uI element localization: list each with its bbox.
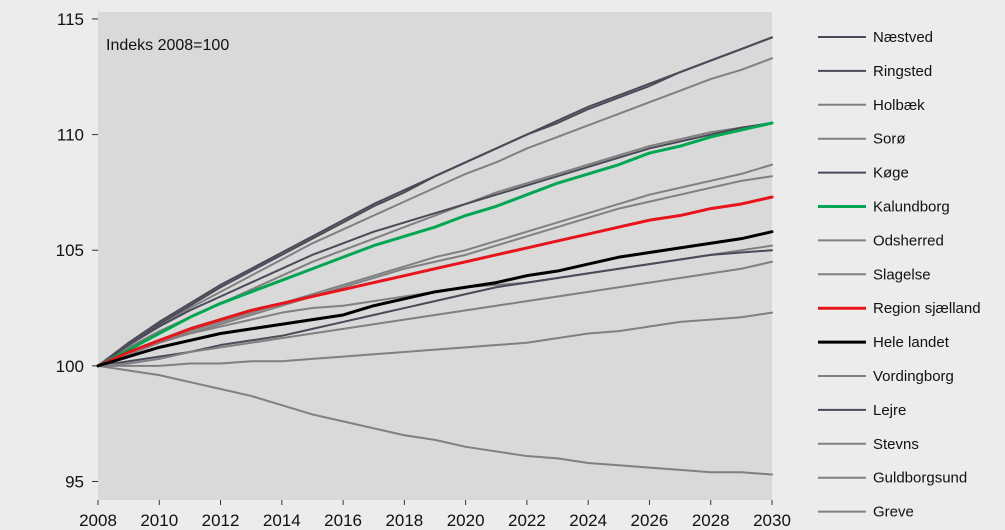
- legend-item: Næstved: [818, 29, 933, 46]
- legend-item: Hele landet: [818, 334, 950, 351]
- legend-item: Vordingborg: [818, 368, 954, 385]
- x-tick-label: 2022: [508, 511, 546, 530]
- legend-label: Slagelse: [873, 266, 931, 283]
- y-tick-label: 95: [65, 472, 84, 491]
- x-tick-label: 2026: [631, 511, 669, 530]
- series-lines: [96, 36, 774, 476]
- series-line-køge: [97, 122, 773, 367]
- series-line-slagelse: [97, 175, 773, 367]
- x-tick-label: 2012: [202, 511, 240, 530]
- legend-item: Sorø: [818, 131, 906, 148]
- legend-item: Køge: [818, 165, 909, 182]
- legend-label: Sorø: [873, 131, 906, 148]
- legend-item: Region sjælland: [818, 300, 981, 317]
- legend-item: Holbæk: [818, 97, 925, 114]
- y-tick-label: 110: [57, 126, 84, 145]
- legend-label: Næstved: [873, 29, 933, 46]
- legend-item: Ringsted: [818, 63, 932, 80]
- x-tick-label: 2030: [753, 511, 791, 530]
- series-line-odsherred: [97, 163, 773, 367]
- series-line-hele-landet: [96, 230, 774, 368]
- x-tick-label: 2020: [447, 511, 485, 530]
- x-tick-label: 2010: [140, 511, 178, 530]
- legend-item: Greve: [818, 504, 914, 521]
- y-tick-label: 105: [56, 241, 84, 260]
- legend-item: Slagelse: [818, 266, 931, 283]
- y-tick-label: 115: [57, 10, 84, 29]
- legend-label: Region sjælland: [873, 300, 981, 317]
- legend: Næstved Ringsted Holbæk Sorø Køge Kalundborg O…: [818, 29, 981, 521]
- legend-label: Holbæk: [873, 97, 925, 114]
- series-line-stevns: [97, 260, 773, 367]
- series-line-ringsted: [97, 36, 773, 367]
- x-tick-label: 2008: [79, 511, 117, 530]
- legend-label: Stevns: [873, 436, 919, 453]
- legend-label: Greve: [873, 504, 914, 521]
- y-axis: 95 100 105 110 115: [56, 10, 98, 491]
- series-line-guldborgsund: [97, 364, 773, 476]
- legend-label: Hele landet: [873, 334, 950, 351]
- legend-item: Lejre: [818, 402, 906, 419]
- x-tick-label: 2016: [324, 511, 362, 530]
- legend-label: Ringsted: [873, 63, 932, 80]
- legend-label: Køge: [873, 165, 909, 182]
- series-line-lejre: [97, 249, 773, 367]
- legend-item: Guldborgsund: [818, 470, 967, 487]
- legend-item: Kalundborg: [818, 199, 950, 216]
- legend-label: Kalundborg: [873, 199, 950, 216]
- x-axis: 2008 2010 2012 2014 2016 2018 2020 2022 2024 2026…: [79, 500, 791, 530]
- y-tick-label: 100: [56, 357, 84, 376]
- series-line-region-sjælland: [96, 195, 774, 368]
- legend-item: Stevns: [818, 436, 919, 453]
- x-tick-label: 2018: [385, 511, 423, 530]
- plot-area: [98, 12, 772, 500]
- series-line-kalundborg: [96, 121, 774, 368]
- series-line-greve: [97, 311, 773, 367]
- legend-label: Lejre: [873, 402, 906, 419]
- legend-item: Odsherred: [818, 232, 944, 249]
- legend-label: Vordingborg: [873, 368, 954, 385]
- series-line-holbæk: [97, 57, 773, 367]
- x-tick-label: 2028: [692, 511, 730, 530]
- x-tick-label: 2014: [263, 511, 301, 530]
- x-tick-label: 2024: [569, 511, 607, 530]
- legend-label: Odsherred: [873, 232, 944, 249]
- y-axis-label: Indeks 2008=100: [106, 37, 229, 54]
- legend-label: Guldborgsund: [873, 470, 967, 487]
